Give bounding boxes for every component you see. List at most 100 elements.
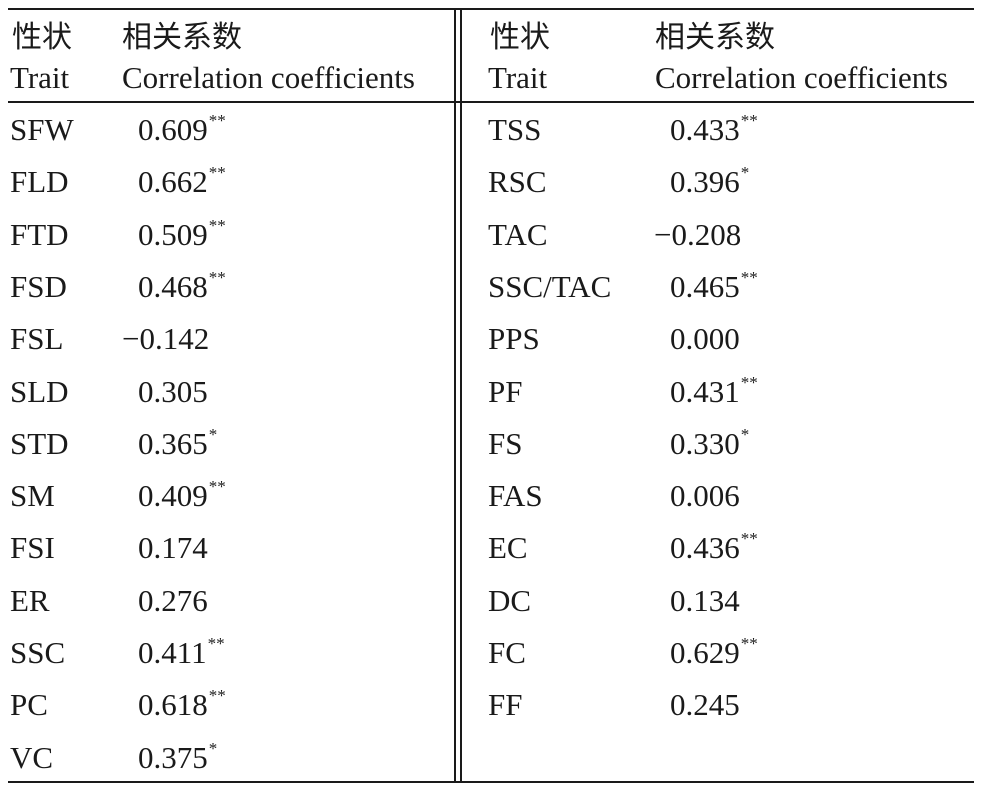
correlation-value: 0.468 bbox=[138, 268, 208, 304]
correlation-value: 0.276 bbox=[138, 582, 208, 618]
left-corr-header-en: Correlation coefficients bbox=[122, 60, 415, 95]
significance-marker: * bbox=[740, 163, 750, 183]
right-corr-header-cn: 相关系数 bbox=[655, 20, 775, 55]
correlation-value: 0.245 bbox=[670, 687, 740, 723]
correlation-value-cell: 0.629** bbox=[670, 634, 758, 676]
correlation-value: 0.174 bbox=[138, 530, 208, 566]
correlation-value: 0.409 bbox=[138, 478, 208, 514]
correlation-value: −0.208 bbox=[654, 216, 742, 252]
correlation-value: 0.629 bbox=[670, 635, 740, 670]
trait-cell: DC bbox=[488, 582, 532, 618]
trait-cell: SSC/TAC bbox=[488, 268, 612, 304]
trait-cell: PF bbox=[488, 373, 523, 409]
significance-marker: ** bbox=[740, 529, 758, 549]
significance-marker: ** bbox=[208, 215, 226, 235]
correlation-value-cell: 0.375* bbox=[138, 738, 218, 781]
significance-marker: ** bbox=[740, 111, 758, 130]
correlation-value-cell: 0.245 bbox=[670, 687, 741, 728]
trait-cell: FLD bbox=[10, 164, 69, 200]
trait-cell: SM bbox=[10, 478, 55, 514]
significance-marker: * bbox=[208, 738, 218, 758]
correlation-value: 0.436 bbox=[670, 530, 740, 566]
correlation-value-cell: 0.509** bbox=[138, 215, 226, 258]
correlation-value: 0.431 bbox=[670, 373, 740, 409]
significance-marker: ** bbox=[740, 267, 758, 287]
correlation-value-cell: 0.468** bbox=[138, 267, 226, 310]
correlation-value-cell: 0.305 bbox=[138, 374, 209, 415]
trait-cell: FTD bbox=[10, 216, 69, 252]
right-trait-header-cn: 性状 bbox=[490, 20, 550, 55]
trait-cell: ER bbox=[10, 582, 50, 618]
correlation-value-cell: 0.365* bbox=[138, 424, 218, 467]
correlation-value-cell: 0.609** bbox=[138, 111, 226, 153]
correlation-value-cell: −0.208 bbox=[654, 217, 742, 258]
left-corr-header-cn: 相关系数 bbox=[122, 20, 242, 55]
trait-cell: SSC bbox=[10, 635, 66, 670]
correlation-value-cell: 0.436** bbox=[670, 529, 758, 571]
correlation-value-cell: 0.396* bbox=[670, 163, 750, 205]
correlation-value-cell: 0.174 bbox=[138, 530, 209, 571]
correlation-value: 0.375 bbox=[138, 739, 208, 775]
correlation-value: 0.662 bbox=[138, 164, 208, 200]
correlation-value: 0.411 bbox=[138, 635, 207, 670]
column-divider-right bbox=[460, 9, 462, 782]
correlation-value-cell: 0.465** bbox=[670, 267, 758, 310]
correlation-value-cell: 0.662** bbox=[138, 163, 226, 205]
trait-cell: TSS bbox=[488, 112, 542, 147]
correlation-value: 0.396 bbox=[670, 164, 740, 200]
significance-marker: * bbox=[740, 424, 750, 444]
correlation-value: 0.000 bbox=[670, 321, 740, 357]
trait-cell: SLD bbox=[10, 373, 69, 409]
bottom-rule bbox=[8, 781, 974, 783]
trait-cell: FSD bbox=[10, 268, 67, 304]
significance-marker: * bbox=[208, 424, 218, 444]
trait-cell: EC bbox=[488, 530, 528, 566]
correlation-value: 0.134 bbox=[670, 582, 740, 618]
trait-cell: FF bbox=[488, 687, 523, 723]
header-rule bbox=[8, 101, 974, 103]
correlation-value: 0.465 bbox=[670, 268, 740, 304]
significance-marker: ** bbox=[207, 634, 225, 653]
trait-cell: FC bbox=[488, 635, 526, 670]
right-corr-header-en: Correlation coefficients bbox=[655, 60, 948, 95]
trait-cell: TAC bbox=[488, 216, 548, 252]
correlation-value-cell: 0.330* bbox=[670, 424, 750, 467]
correlation-value-cell: 0.006 bbox=[670, 478, 741, 519]
correlation-value-cell: 0.276 bbox=[138, 583, 209, 624]
trait-cell: FSL bbox=[10, 321, 64, 357]
correlation-value: −0.142 bbox=[122, 321, 210, 357]
trait-cell: FAS bbox=[488, 478, 543, 514]
column-divider-left bbox=[454, 9, 456, 782]
significance-marker: ** bbox=[740, 634, 758, 653]
correlation-value-cell: 0.000 bbox=[670, 321, 741, 362]
correlation-value-cell: 0.431** bbox=[670, 372, 758, 415]
left-trait-header-cn: 性状 bbox=[12, 20, 72, 55]
trait-cell: PPS bbox=[488, 321, 540, 357]
significance-marker: ** bbox=[208, 686, 226, 706]
correlation-value: 0.618 bbox=[138, 687, 208, 723]
right-trait-header-en: Trait bbox=[488, 60, 548, 95]
correlation-value-cell: 0.134 bbox=[670, 583, 741, 624]
left-trait-header-en: Trait bbox=[10, 60, 70, 95]
correlation-value: 0.330 bbox=[670, 425, 740, 461]
trait-cell: SFW bbox=[10, 112, 74, 147]
correlation-value-cell: −0.142 bbox=[122, 321, 210, 362]
top-rule bbox=[8, 8, 974, 10]
significance-marker: ** bbox=[208, 163, 226, 183]
trait-cell: VC bbox=[10, 739, 54, 775]
significance-marker: ** bbox=[208, 111, 226, 130]
trait-cell: PC bbox=[10, 687, 48, 723]
correlation-value: 0.365 bbox=[138, 425, 208, 461]
trait-cell: FS bbox=[488, 425, 523, 461]
significance-marker: ** bbox=[208, 267, 226, 287]
correlation-value-cell: 0.409** bbox=[138, 477, 226, 519]
significance-marker: ** bbox=[740, 372, 758, 392]
correlation-value-cell: 0.618** bbox=[138, 686, 226, 728]
correlation-value-cell: 0.411** bbox=[138, 634, 225, 676]
correlation-value: 0.433 bbox=[670, 112, 740, 147]
correlation-value: 0.609 bbox=[138, 112, 208, 147]
correlation-value: 0.305 bbox=[138, 373, 208, 409]
correlation-value: 0.509 bbox=[138, 216, 208, 252]
trait-cell: STD bbox=[10, 425, 69, 461]
correlation-value-cell: 0.433** bbox=[670, 111, 758, 153]
